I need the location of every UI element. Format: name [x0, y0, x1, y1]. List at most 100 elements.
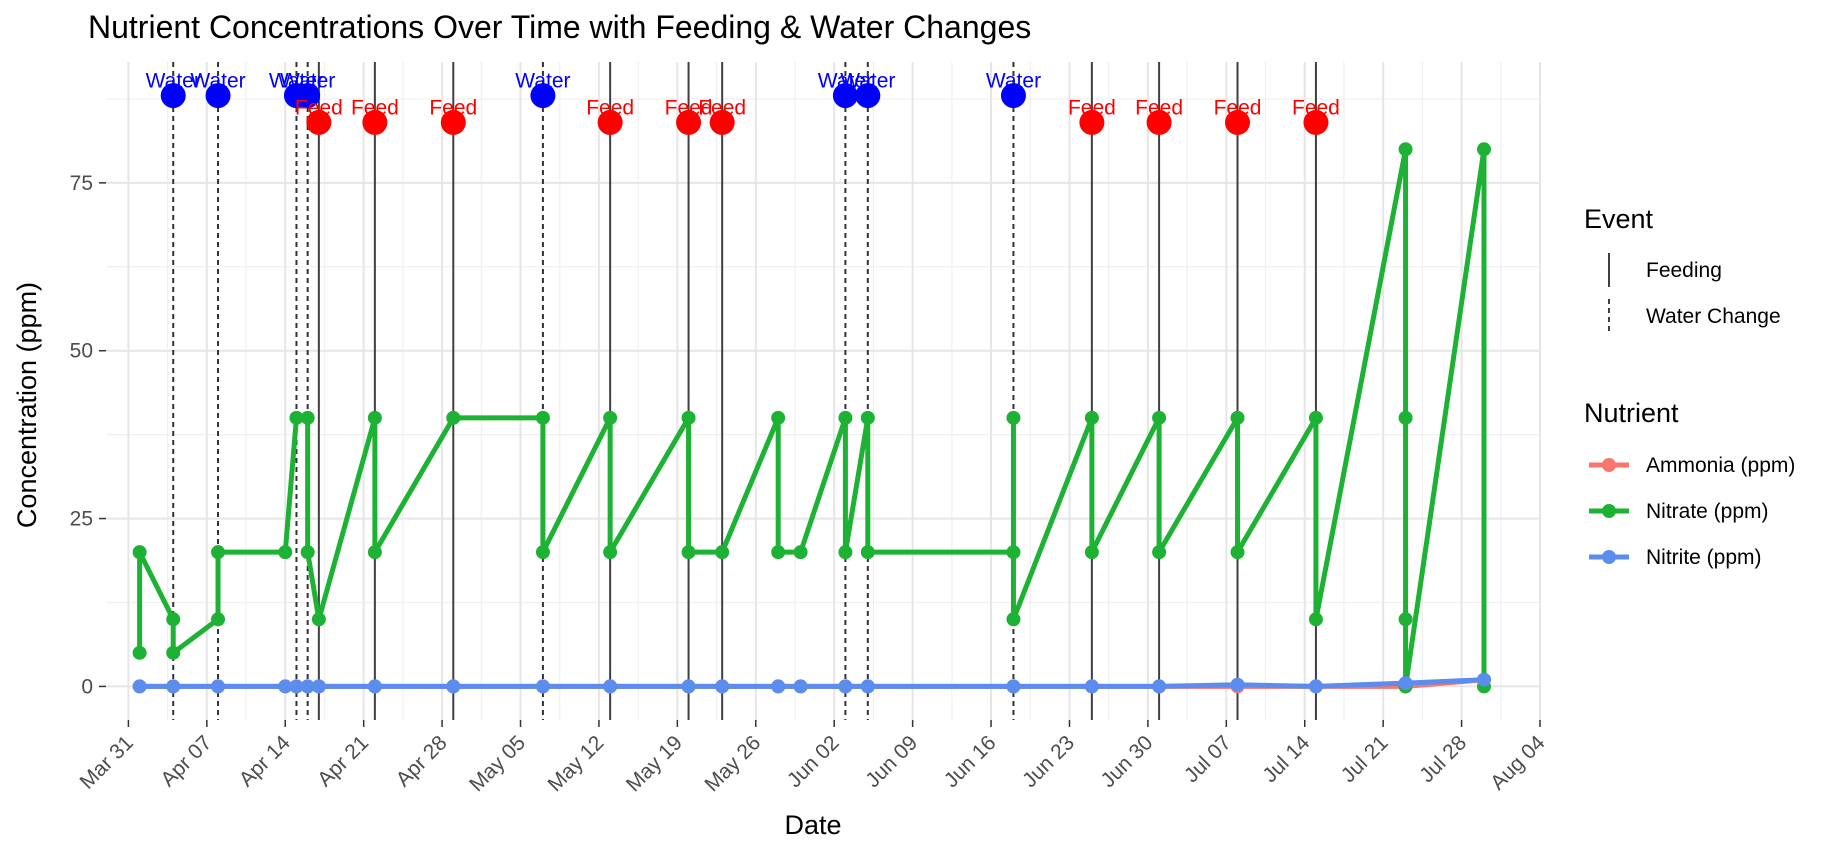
x-tick-label: Jul 28: [1415, 731, 1471, 787]
x-tick-label: Aug 04: [1486, 731, 1550, 795]
x-tick-label: Jun 02: [783, 731, 844, 792]
nitrate-data-point: [300, 545, 315, 560]
feeding-event-label: Feed: [295, 96, 343, 119]
nitrite-legend-point: [1602, 550, 1616, 564]
feeding-event-marker: [1225, 109, 1251, 135]
water-change-event-label: Water: [190, 70, 245, 93]
nitrite-data-point: [793, 679, 808, 694]
feeding-event-label: Feed: [1292, 96, 1340, 119]
nitrite-data-point: [860, 679, 875, 694]
nitrite-data-point: [278, 679, 293, 694]
x-tick-label: Mar 31: [75, 731, 137, 793]
y-tick-label: 75: [70, 172, 93, 195]
feeding-event-marker: [1303, 109, 1329, 135]
nitrate-data-point: [860, 545, 875, 560]
nitrite-data-point: [1152, 679, 1167, 694]
nitrate-data-point: [681, 545, 696, 560]
water-change-event-marker: [295, 83, 321, 109]
nitrite-data-point: [1398, 676, 1413, 691]
x-tick-label: Jun 16: [940, 731, 1001, 792]
nitrate-data-point: [771, 410, 786, 425]
plot-panel: [106, 62, 1540, 720]
x-tick-label: May 26: [700, 731, 765, 796]
nitrate-data-point: [300, 410, 315, 425]
nitrate-data-point: [278, 545, 293, 560]
feeding-event-marker: [362, 109, 388, 135]
nitrite-data-point: [300, 679, 315, 694]
event-legend-label: Feeding: [1646, 259, 1722, 282]
nitrite-data-point: [311, 679, 326, 694]
nitrate-data-point: [771, 545, 786, 560]
nitrite-data-point: [1084, 679, 1099, 694]
feeding-event-label: Feed: [429, 96, 477, 119]
nitrate-data-point: [603, 410, 618, 425]
feeding-event-label: Feed: [586, 96, 634, 119]
feeding-event-marker: [709, 109, 735, 135]
x-tick-label: Jul 21: [1337, 731, 1393, 787]
legend: Event Feeding Water Change Nutrient Ammon…: [1584, 204, 1795, 569]
x-tick-label: May 05: [465, 731, 530, 796]
x-tick-label: Apr 07: [156, 731, 216, 791]
nitrate-data-point: [535, 545, 550, 560]
water-change-event-marker: [855, 83, 881, 109]
y-tick-label: 50: [70, 340, 93, 363]
x-tick-label: Jul 14: [1258, 731, 1314, 787]
feeding-event-label: Feed: [1068, 96, 1116, 119]
nitrate-data-point: [1152, 410, 1167, 425]
nitrate-data-point: [1006, 410, 1021, 425]
event-legend-label: Water Change: [1646, 305, 1781, 328]
nitrate-data-point: [1308, 410, 1323, 425]
feeding-event-label: Feed: [698, 96, 746, 119]
nitrite-data-point: [838, 679, 853, 694]
nitrate-data-point: [1398, 410, 1413, 425]
nutrient-legend-items: Ammonia (ppm) Nitrate (ppm) Nitrite (ppm): [1589, 454, 1795, 569]
nitrate-data-point: [838, 410, 853, 425]
nitrate-data-point: [1230, 410, 1245, 425]
nitrate-data-point: [166, 612, 181, 627]
nitrate-data-point: [311, 612, 326, 627]
nitrite-data-point: [1308, 679, 1323, 694]
water-change-event-label: Water: [515, 70, 570, 93]
y-tick-label: 0: [81, 675, 93, 698]
feeding-event-marker: [1146, 109, 1172, 135]
nitrate-legend-label: Nitrate (ppm): [1646, 500, 1769, 523]
nitrate-data-point: [1308, 612, 1323, 627]
feeding-event-label: Feed: [665, 96, 713, 119]
nitrite-data-point: [681, 679, 696, 694]
nitrate-data-point: [211, 612, 226, 627]
nitrate-data-point: [838, 545, 853, 560]
nitrite-data-point: [289, 679, 304, 694]
nitrate-legend-point: [1602, 504, 1616, 518]
series-layer: [132, 142, 1491, 694]
nitrate-data-point: [446, 410, 461, 425]
water-change-event-marker: [160, 83, 186, 109]
x-tick-label: Jun 23: [1018, 731, 1079, 792]
feeding-event-label: Feed: [351, 96, 399, 119]
y-axis-ticks: 0 25 50 75: [70, 172, 106, 698]
feeding-event-marker: [440, 109, 466, 135]
water-change-event-marker: [832, 83, 858, 109]
water-change-event-label: Water: [280, 70, 335, 93]
nitrate-data-point: [1398, 612, 1413, 627]
nitrate-data-point: [1006, 612, 1021, 627]
nitrite-data-point: [603, 679, 618, 694]
chart-title: Nutrient Concentrations Over Time with F…: [88, 9, 1031, 45]
x-tick-label: Apr 14: [235, 731, 295, 791]
event-lines: [172, 62, 1317, 720]
nitrate-data-point: [1006, 545, 1021, 560]
nitrate-data-point: [1398, 142, 1413, 157]
nitrate-data-point: [603, 545, 618, 560]
x-axis-ticks: Mar 31 Apr 07 Apr 14 Apr 21 Apr 28 May 05 May …: [75, 720, 1550, 796]
nitrate-data-point: [211, 545, 226, 560]
nitrate-data-point: [1230, 545, 1245, 560]
nitrate-data-point: [289, 410, 304, 425]
nitrate-data-point: [166, 645, 181, 660]
x-axis-title: Date: [784, 810, 841, 840]
nitrite-legend-label: Nitrite (ppm): [1646, 546, 1762, 569]
water-change-event-marker: [530, 83, 556, 109]
nitrate-data-point: [793, 545, 808, 560]
nitrate-data-point: [367, 410, 382, 425]
nitrite-data-point: [166, 679, 181, 694]
